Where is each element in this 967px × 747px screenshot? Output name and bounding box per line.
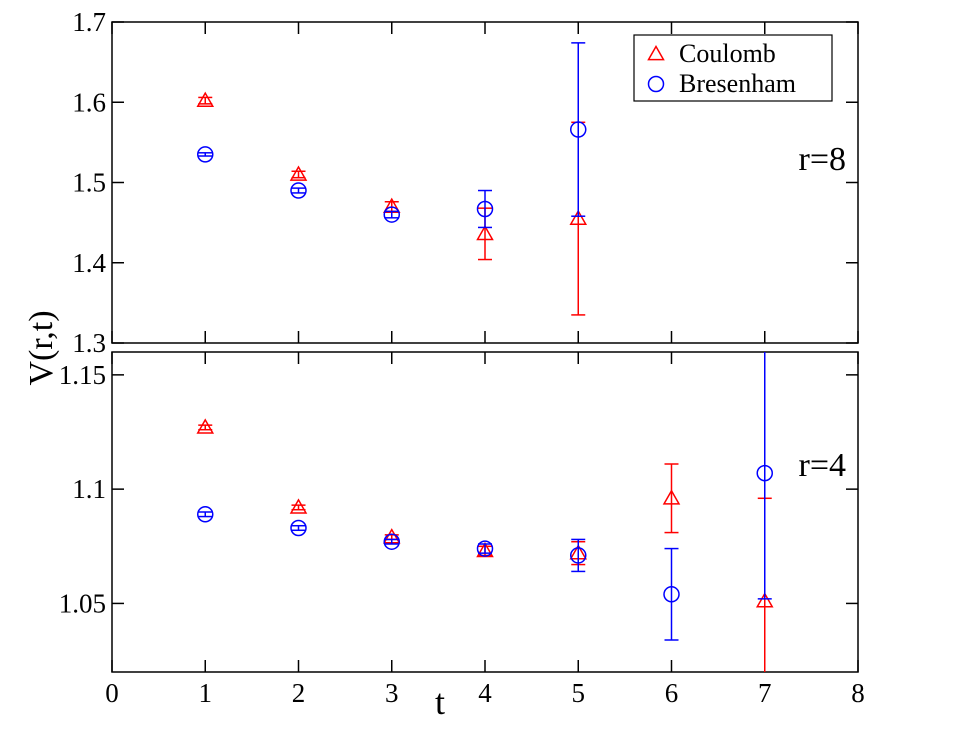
y-tick-label: 1.15 bbox=[59, 360, 106, 390]
legend-marker bbox=[647, 44, 665, 61]
y-axis-title: V(r,t) bbox=[23, 310, 60, 385]
data-layer bbox=[196, 42, 588, 316]
legend-marker bbox=[647, 75, 665, 93]
data-point bbox=[755, 592, 774, 608]
x-tick-label: 0 bbox=[105, 678, 119, 708]
x-tick-label: 1 bbox=[199, 678, 213, 708]
legend-box bbox=[633, 34, 833, 102]
data-point bbox=[197, 506, 214, 523]
data-point bbox=[756, 464, 773, 482]
panel-label: r=8 bbox=[799, 141, 847, 178]
data-point bbox=[476, 200, 494, 218]
y-tick-label: 1.5 bbox=[72, 168, 106, 198]
y-tick-label: 1.05 bbox=[59, 588, 106, 618]
data-point bbox=[569, 209, 588, 225]
x-tick-label: 3 bbox=[385, 678, 399, 708]
data-point bbox=[196, 418, 215, 434]
data-point bbox=[570, 121, 587, 138]
panel-r8: 1.3 1.4 1.5 1.6 1.7 r=8 bbox=[72, 7, 859, 358]
data-point bbox=[290, 519, 307, 537]
y-tick-label: 1.3 bbox=[72, 328, 106, 358]
series-bresenham bbox=[197, 42, 587, 229]
data-point bbox=[662, 489, 681, 505]
data-point bbox=[663, 586, 680, 603]
x-tick-label: 5 bbox=[572, 678, 586, 708]
legend-label: Coulomb bbox=[679, 39, 776, 68]
x-tick-label: 2 bbox=[292, 678, 306, 708]
legend-label: Bresenham bbox=[679, 69, 796, 98]
data-point bbox=[196, 91, 215, 108]
plot-frame bbox=[111, 351, 859, 673]
x-tick-label: 8 bbox=[851, 678, 865, 708]
data-point bbox=[476, 540, 494, 557]
data-point bbox=[570, 547, 587, 564]
data-point bbox=[289, 498, 308, 514]
panel-label: r=4 bbox=[799, 447, 847, 484]
y-tick-label: 1.4 bbox=[72, 248, 106, 278]
x-tick-label: 6 bbox=[665, 678, 679, 708]
data-point bbox=[197, 146, 214, 163]
series-coulomb bbox=[196, 91, 588, 316]
data-point bbox=[290, 182, 307, 199]
y-tick-label: 1.6 bbox=[72, 87, 106, 117]
x-axis: 0 1 2 3 4 5 6 7 8 bbox=[105, 678, 865, 708]
y-tick-label: 1.1 bbox=[72, 474, 106, 504]
series-bresenham bbox=[197, 352, 773, 641]
x-axis-title: t bbox=[435, 682, 445, 722]
data-point bbox=[383, 206, 400, 223]
data-point bbox=[383, 533, 400, 550]
data-point bbox=[476, 224, 494, 241]
panel-r4: 1.05 1.1 1.15 r=4 bbox=[59, 351, 859, 673]
y-tick-label: 1.7 bbox=[72, 7, 106, 37]
data-point bbox=[289, 165, 308, 181]
x-tick-label: 7 bbox=[758, 678, 772, 708]
x-tick-label: 4 bbox=[478, 678, 492, 708]
data-layer bbox=[196, 352, 774, 672]
